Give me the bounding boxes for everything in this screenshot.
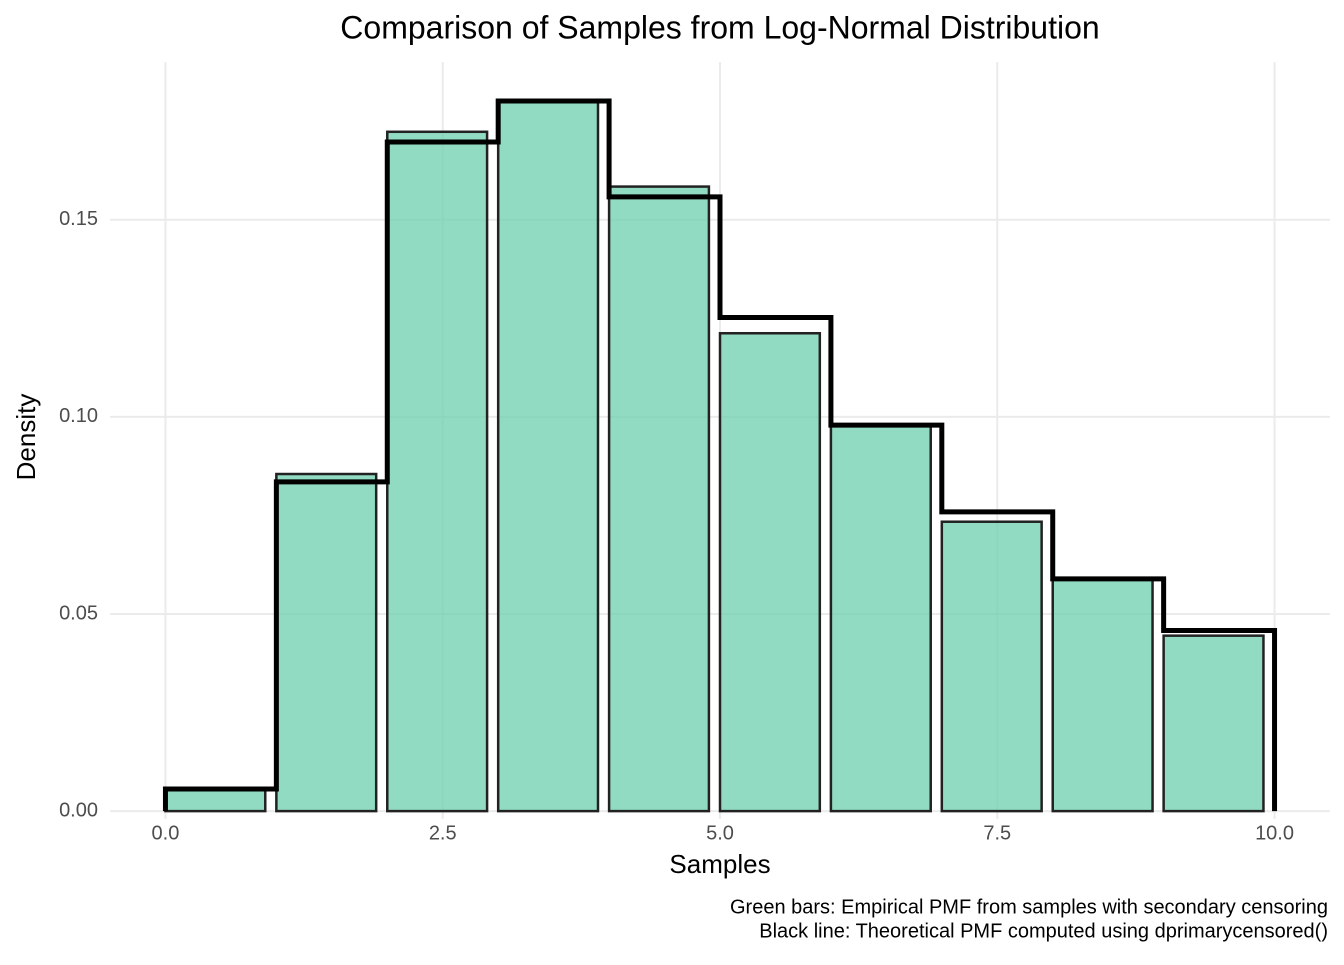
bar (829, 423, 932, 813)
bar (1051, 578, 1154, 813)
y-tick-label: 0.15 (59, 208, 98, 230)
bar (496, 99, 600, 813)
bar (275, 472, 378, 813)
chart-title: Comparison of Samples from Log-Normal Di… (340, 9, 1099, 45)
bar (940, 520, 1043, 813)
x-tick-label: 10.0 (1255, 822, 1294, 844)
step-line (162, 98, 1278, 812)
y-tick-label: 0.05 (59, 602, 98, 624)
y-tick-label: 0.00 (59, 799, 98, 821)
x-tick-label: 0.0 (152, 822, 180, 844)
x-tick-label: 7.5 (983, 822, 1011, 844)
x-tick-label: 2.5 (429, 822, 457, 844)
bar (1162, 634, 1265, 813)
x-axis-title: Samples (669, 849, 770, 879)
caption: Green bars: Empirical PMF from samples w… (730, 896, 1328, 918)
bar (164, 787, 267, 813)
caption: Black line: Theoretical PMF computed usi… (759, 920, 1328, 942)
y-tick-label: 0.10 (59, 405, 98, 427)
y-axis-title: Density (11, 394, 41, 481)
x-tick-label: 5.0 (706, 822, 734, 844)
bar (386, 130, 489, 813)
bar (607, 185, 711, 813)
bar (718, 332, 822, 813)
